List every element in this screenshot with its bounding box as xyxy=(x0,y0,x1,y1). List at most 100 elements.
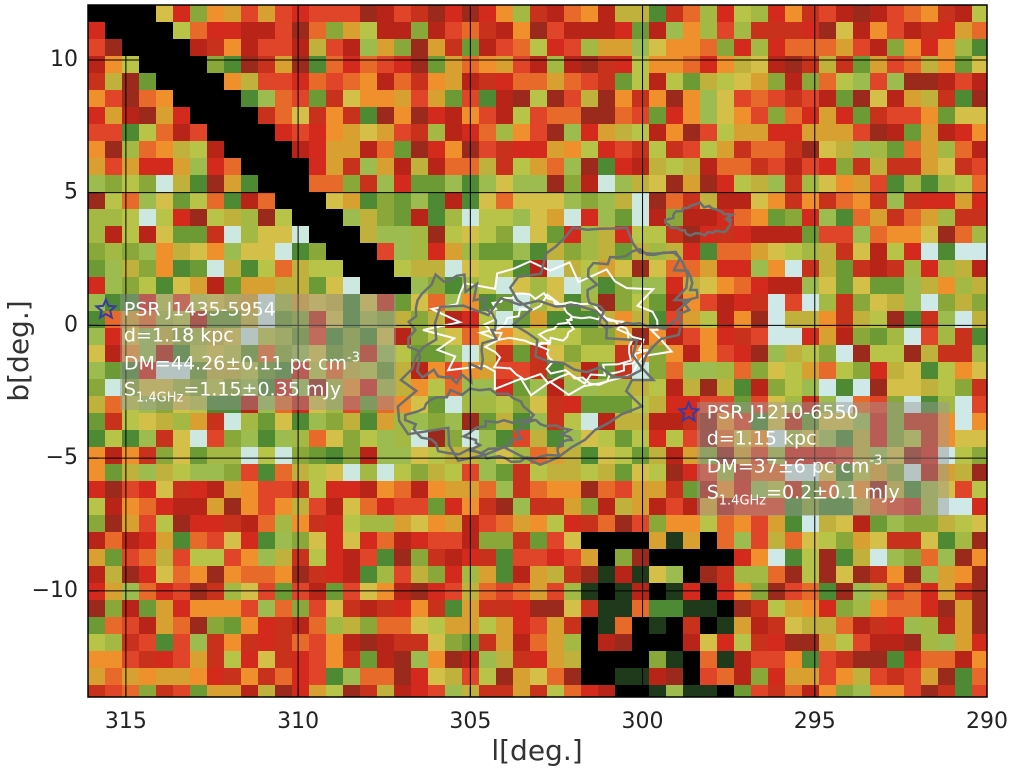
map-pixel xyxy=(700,124,717,141)
map-pixel xyxy=(768,651,785,668)
map-pixel xyxy=(785,328,802,345)
map-pixel xyxy=(428,56,445,73)
map-pixel xyxy=(292,515,309,532)
map-pixel xyxy=(768,243,785,260)
map-pixel xyxy=(207,39,224,56)
map-pixel xyxy=(938,583,955,600)
map-pixel xyxy=(105,277,122,294)
map-pixel xyxy=(258,464,275,481)
map-pixel xyxy=(513,668,530,685)
map-pixel xyxy=(88,328,105,345)
map-pixel xyxy=(513,90,530,107)
map-pixel xyxy=(530,192,547,209)
map-pixel xyxy=(632,600,649,617)
map-pixel xyxy=(955,583,972,600)
map-pixel xyxy=(802,107,819,124)
map-pixel xyxy=(428,668,445,685)
map-pixel xyxy=(870,192,887,209)
map-pixel xyxy=(802,617,819,634)
map-pixel xyxy=(309,634,326,651)
map-pixel xyxy=(513,464,530,481)
map-pixel xyxy=(292,39,309,56)
map-pixel xyxy=(241,209,258,226)
map-pixel xyxy=(377,5,394,22)
map-pixel xyxy=(207,600,224,617)
map-pixel xyxy=(105,328,122,345)
map-pixel xyxy=(173,430,190,447)
map-pixel xyxy=(343,209,360,226)
map-pixel xyxy=(632,464,649,481)
map-pixel xyxy=(887,39,904,56)
map-pixel xyxy=(156,464,173,481)
map-pixel xyxy=(207,685,224,702)
map-pixel xyxy=(343,634,360,651)
map-pixel xyxy=(870,685,887,702)
map-pixel xyxy=(955,192,972,209)
map-pixel xyxy=(224,430,241,447)
map-pixel xyxy=(156,617,173,634)
map-pixel xyxy=(88,124,105,141)
map-pixel xyxy=(717,5,734,22)
map-pixel xyxy=(921,226,938,243)
map-pixel xyxy=(598,600,615,617)
map-pixel xyxy=(258,583,275,600)
map-pixel xyxy=(581,532,598,549)
map-pixel xyxy=(649,447,666,464)
map-pixel xyxy=(258,22,275,39)
map-pixel xyxy=(173,73,190,90)
map-pixel xyxy=(564,158,581,175)
map-pixel xyxy=(938,549,955,566)
map-pixel xyxy=(343,481,360,498)
map-pixel xyxy=(666,413,683,430)
map-pixel xyxy=(343,158,360,175)
map-pixel xyxy=(564,56,581,73)
map-pixel xyxy=(700,56,717,73)
map-pixel xyxy=(921,566,938,583)
map-pixel xyxy=(326,651,343,668)
map-pixel xyxy=(156,634,173,651)
map-pixel xyxy=(700,39,717,56)
map-pixel xyxy=(938,651,955,668)
map-pixel xyxy=(309,56,326,73)
map-pixel xyxy=(173,175,190,192)
map-pixel xyxy=(377,413,394,430)
map-pixel xyxy=(411,73,428,90)
map-pixel xyxy=(768,209,785,226)
map-pixel xyxy=(564,107,581,124)
map-pixel xyxy=(377,549,394,566)
map-pixel xyxy=(751,90,768,107)
map-pixel xyxy=(615,175,632,192)
map-pixel xyxy=(581,651,598,668)
map-pixel xyxy=(122,209,139,226)
map-pixel xyxy=(530,396,547,413)
map-pixel xyxy=(853,277,870,294)
map-pixel xyxy=(717,549,734,566)
map-pixel xyxy=(513,515,530,532)
map-pixel xyxy=(105,243,122,260)
map-pixel xyxy=(292,668,309,685)
map-pixel xyxy=(241,498,258,515)
map-pixel xyxy=(105,464,122,481)
map-pixel xyxy=(853,668,870,685)
map-pixel xyxy=(411,22,428,39)
map-pixel xyxy=(496,396,513,413)
map-pixel xyxy=(836,532,853,549)
map-pixel xyxy=(207,532,224,549)
map-pixel xyxy=(870,73,887,90)
map-pixel xyxy=(547,685,564,702)
map-pixel xyxy=(360,464,377,481)
map-pixel xyxy=(156,498,173,515)
map-pixel xyxy=(292,90,309,107)
map-pixel xyxy=(547,56,564,73)
map-pixel xyxy=(734,243,751,260)
map-pixel xyxy=(241,532,258,549)
map-pixel xyxy=(785,5,802,22)
map-pixel xyxy=(241,447,258,464)
map-pixel xyxy=(853,294,870,311)
map-pixel xyxy=(394,192,411,209)
map-pixel xyxy=(581,600,598,617)
map-pixel xyxy=(751,175,768,192)
map-pixel xyxy=(343,73,360,90)
map-pixel xyxy=(547,39,564,56)
map-pixel xyxy=(377,158,394,175)
